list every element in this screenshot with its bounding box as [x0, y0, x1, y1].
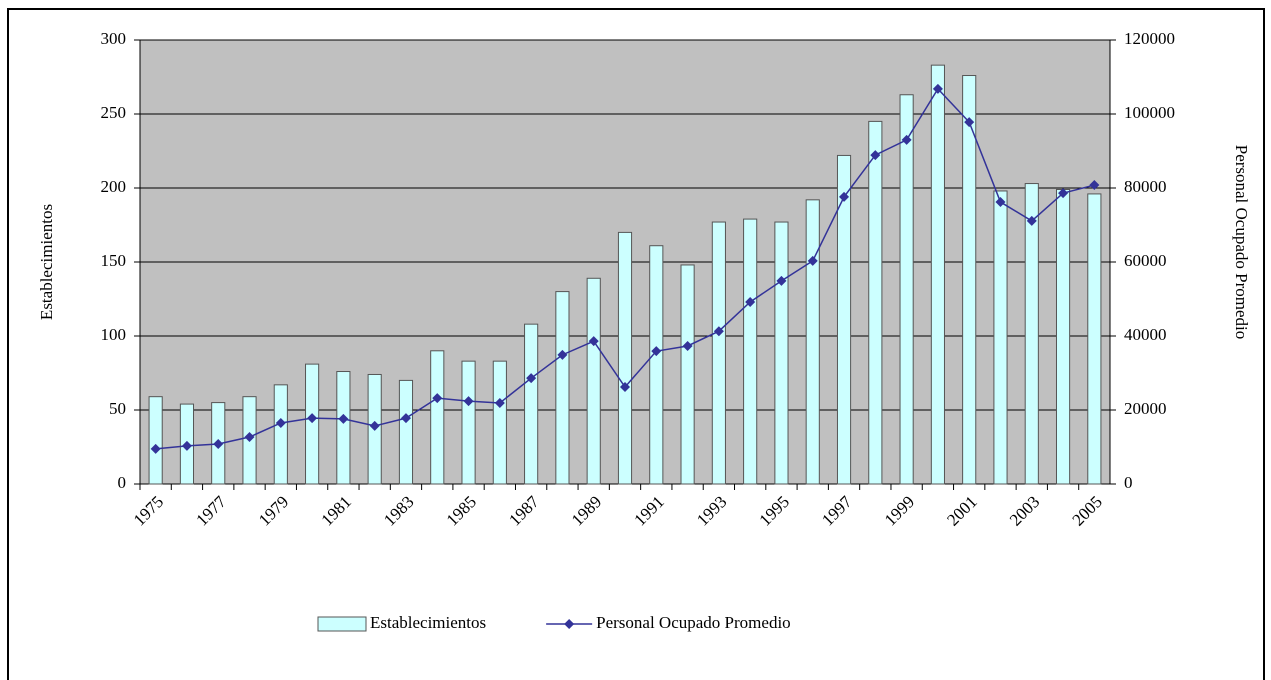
- marker: [463, 396, 474, 407]
- bar: [398, 379, 414, 485]
- marker: [1058, 188, 1069, 199]
- x-tick-label: 1981: [318, 492, 355, 529]
- bar: [273, 384, 288, 485]
- bar: [930, 64, 945, 485]
- y-tick-label: 300: [101, 29, 127, 48]
- bar: [524, 323, 539, 485]
- marker: [526, 373, 537, 384]
- y-tick-label: 200: [101, 177, 127, 196]
- bar: [868, 120, 883, 485]
- marker: [932, 83, 943, 94]
- marker: [213, 439, 224, 450]
- marker: [181, 440, 192, 451]
- y-tick-label: 150: [101, 251, 127, 270]
- y-tick-label: 0: [118, 473, 127, 492]
- bar: [836, 154, 852, 485]
- bar: [649, 245, 664, 485]
- bar: [774, 221, 789, 485]
- legend-marker: [564, 619, 575, 629]
- marker: [338, 413, 349, 424]
- marker: [682, 340, 693, 351]
- chart-frame: [7, 8, 1265, 680]
- marker: [901, 134, 912, 145]
- marker: [839, 191, 850, 202]
- x-tick-label: 1989: [568, 492, 605, 529]
- marker: [307, 413, 318, 424]
- bar: [336, 371, 351, 485]
- bar: [1024, 183, 1039, 485]
- bar: [711, 221, 726, 485]
- x-tick-label: 1979: [255, 492, 292, 529]
- x-tick-label: 1995: [756, 492, 793, 529]
- marker: [150, 443, 161, 454]
- y2-tick-label: 0: [1124, 473, 1133, 492]
- bar: [461, 360, 476, 485]
- y2-tick-label: 20000: [1124, 399, 1167, 418]
- bar: [492, 360, 507, 485]
- bar: [148, 396, 163, 485]
- bar: [1087, 193, 1102, 485]
- x-tick-label: 2003: [1006, 492, 1043, 529]
- bar: [586, 277, 601, 485]
- x-tick-label: 2001: [943, 492, 980, 529]
- y-tick-label: 100: [101, 325, 127, 344]
- legend-label: Establecimientos: [370, 613, 486, 632]
- y2-tick-label: 40000: [1124, 325, 1167, 344]
- marker: [1089, 180, 1100, 191]
- x-tick-label: 1987: [505, 492, 543, 530]
- marker: [713, 326, 724, 337]
- marker: [964, 117, 975, 128]
- bar: [993, 190, 1008, 485]
- marker: [776, 275, 787, 286]
- marker: [651, 346, 662, 357]
- marker: [432, 393, 443, 404]
- y2-tick-label: 100000: [1124, 103, 1175, 122]
- bar: [805, 199, 820, 485]
- x-tick-label: 1999: [881, 492, 918, 529]
- y2-tick-label: 120000: [1124, 29, 1175, 48]
- y2-axis-title: Personal Ocupado Promedio: [1232, 145, 1251, 340]
- x-tick-label: 1977: [192, 492, 230, 530]
- marker: [620, 382, 630, 393]
- bar: [617, 231, 633, 485]
- x-tick-label: 1997: [818, 492, 856, 530]
- bar: [680, 264, 695, 485]
- bar: [555, 291, 570, 485]
- x-tick-label: 1991: [630, 492, 667, 529]
- marker: [745, 296, 756, 307]
- x-tick-label: 1983: [380, 492, 417, 529]
- marker: [557, 349, 568, 360]
- bar: [430, 350, 445, 485]
- bar: [962, 75, 977, 485]
- marker: [369, 420, 380, 431]
- x-tick-label: 1985: [443, 492, 480, 529]
- marker: [400, 413, 411, 424]
- y-tick-label: 250: [101, 103, 127, 122]
- marker: [588, 336, 599, 347]
- bar: [305, 363, 320, 485]
- x-tick-label: 2005: [1068, 492, 1105, 529]
- y2-tick-label: 80000: [1124, 177, 1167, 196]
- x-tick-label: 1975: [130, 492, 167, 529]
- marker: [244, 432, 255, 443]
- y-axis-title: Establecimientos: [37, 204, 56, 320]
- y2-tick-label: 60000: [1124, 251, 1167, 270]
- marker: [1026, 215, 1037, 226]
- bar: [899, 94, 914, 485]
- marker: [870, 150, 881, 161]
- x-tick-label: 1993: [693, 492, 730, 529]
- marker: [494, 397, 505, 408]
- legend-label: Personal Ocupado Promedio: [596, 613, 791, 632]
- y-tick-label: 50: [109, 399, 126, 418]
- marker: [275, 417, 286, 428]
- marker: [995, 197, 1006, 208]
- marker: [807, 255, 818, 266]
- legend-swatch: [317, 616, 367, 632]
- bar: [1055, 188, 1071, 485]
- bar: [743, 218, 758, 485]
